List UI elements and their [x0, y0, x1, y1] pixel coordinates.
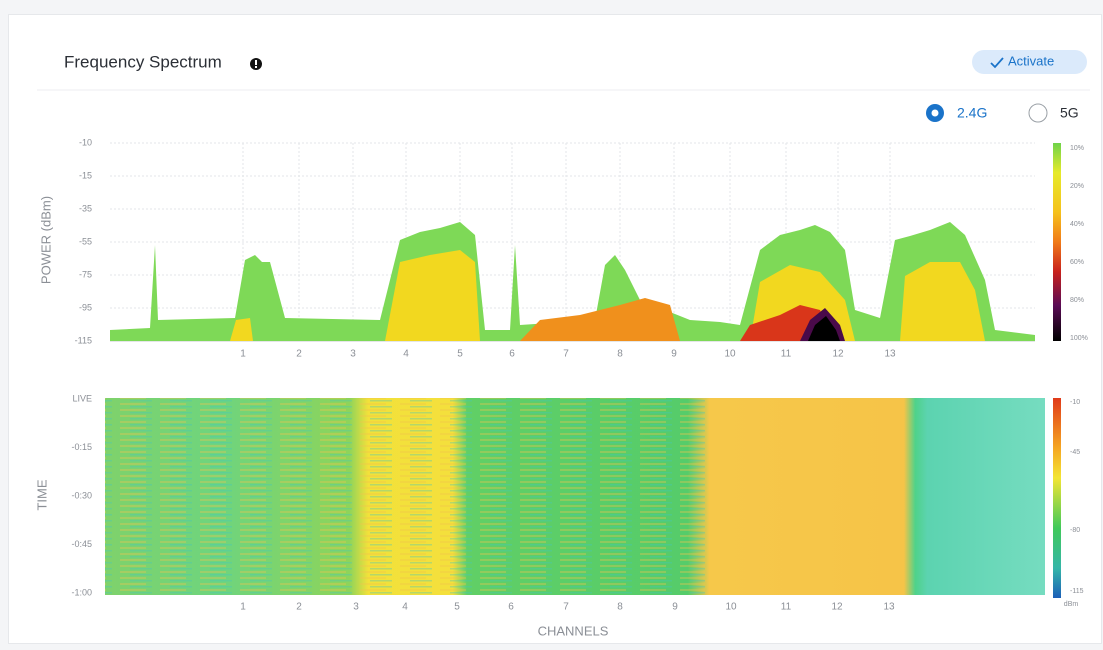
x-tick-label: 12	[832, 349, 844, 360]
x-tick-label: 9	[671, 349, 677, 360]
x-tick-label: 5	[454, 602, 460, 613]
waterfall-texture	[105, 398, 705, 595]
x-axis-label: CHANNELS	[538, 623, 609, 638]
x-tick-label: 11	[781, 349, 792, 360]
time-tick-label: -1:00	[71, 587, 92, 597]
x-tick-label: 6	[509, 349, 515, 360]
scale-label: 60%	[1070, 259, 1084, 266]
x-tick-label: 4	[403, 349, 409, 360]
scale-label: 10%	[1070, 145, 1084, 152]
x-tick-label: 4	[402, 602, 408, 613]
x-tick-label: 10	[724, 349, 736, 360]
y-tick-label: -35	[79, 203, 92, 213]
time-tick-label: LIVE	[72, 393, 92, 403]
x-tick-label: 5	[457, 349, 463, 360]
time-tick-label: -0:45	[71, 539, 92, 549]
y-tick-label: -75	[79, 269, 92, 279]
x-tick-label: 1	[240, 349, 246, 360]
page: {"header": {"title": "Frequency Spectrum…	[0, 0, 1103, 650]
x-tick-label: 8	[617, 602, 623, 613]
x-tick-label: 6	[508, 602, 514, 613]
color-scale	[1053, 398, 1061, 598]
activate-button[interactable]: Activate	[972, 50, 1087, 74]
radio-5g[interactable]: 5G	[1029, 104, 1079, 122]
info-icon[interactable]	[250, 58, 262, 70]
x-tick-label: 2	[296, 602, 302, 613]
radio-label: 2.4G	[957, 105, 987, 121]
scale-label: 80%	[1070, 297, 1084, 304]
y-tick-label: -55	[79, 236, 92, 246]
x-tick-label: 7	[563, 349, 569, 360]
y-tick-label: -115	[75, 335, 92, 345]
y-axis-label: TIME	[34, 479, 49, 510]
scale-label: -115	[1070, 588, 1084, 595]
y-axis-label: POWER (dBm)	[38, 196, 53, 284]
x-tick-label: 11	[781, 602, 792, 613]
activate-label: Activate	[1008, 53, 1054, 68]
scale-label: 100%	[1070, 335, 1088, 342]
time-tick-label: -0:30	[71, 490, 92, 500]
radio-24g[interactable]: 2.4G	[926, 104, 987, 122]
y-tick-label: -15	[79, 170, 92, 180]
x-tick-label: 10	[725, 602, 737, 613]
x-tick-label: 12	[831, 602, 843, 613]
x-tick-label: 13	[883, 602, 895, 613]
scale-label: 20%	[1070, 183, 1084, 190]
x-tick-label: 3	[353, 602, 359, 613]
x-tick-label: 2	[296, 349, 302, 360]
radio-label: 5G	[1060, 105, 1079, 121]
scale-unit: dBm	[1064, 601, 1079, 608]
spectrum-trace	[110, 222, 1035, 341]
scale-label: 40%	[1070, 221, 1084, 228]
color-scale	[1053, 143, 1061, 341]
scale-label: -45	[1070, 449, 1080, 456]
x-tick-label: 9	[672, 602, 678, 613]
x-tick-label: 13	[884, 349, 896, 360]
y-tick-label: -10	[79, 137, 92, 147]
x-tick-label: 3	[350, 349, 356, 360]
scale-label: -80	[1070, 527, 1080, 534]
time-tick-label: -0:15	[71, 442, 92, 452]
scale-label: -10	[1070, 399, 1080, 406]
y-tick-label: -95	[79, 302, 92, 312]
x-tick-label: 8	[617, 349, 623, 360]
x-tick-label: 1	[240, 602, 246, 613]
title: Frequency Spectrum	[64, 52, 222, 71]
spectrum-panel: Frequency Spectrum Activate 2.4G 5G POWE…	[0, 0, 1103, 650]
x-tick-label: 7	[563, 602, 569, 613]
